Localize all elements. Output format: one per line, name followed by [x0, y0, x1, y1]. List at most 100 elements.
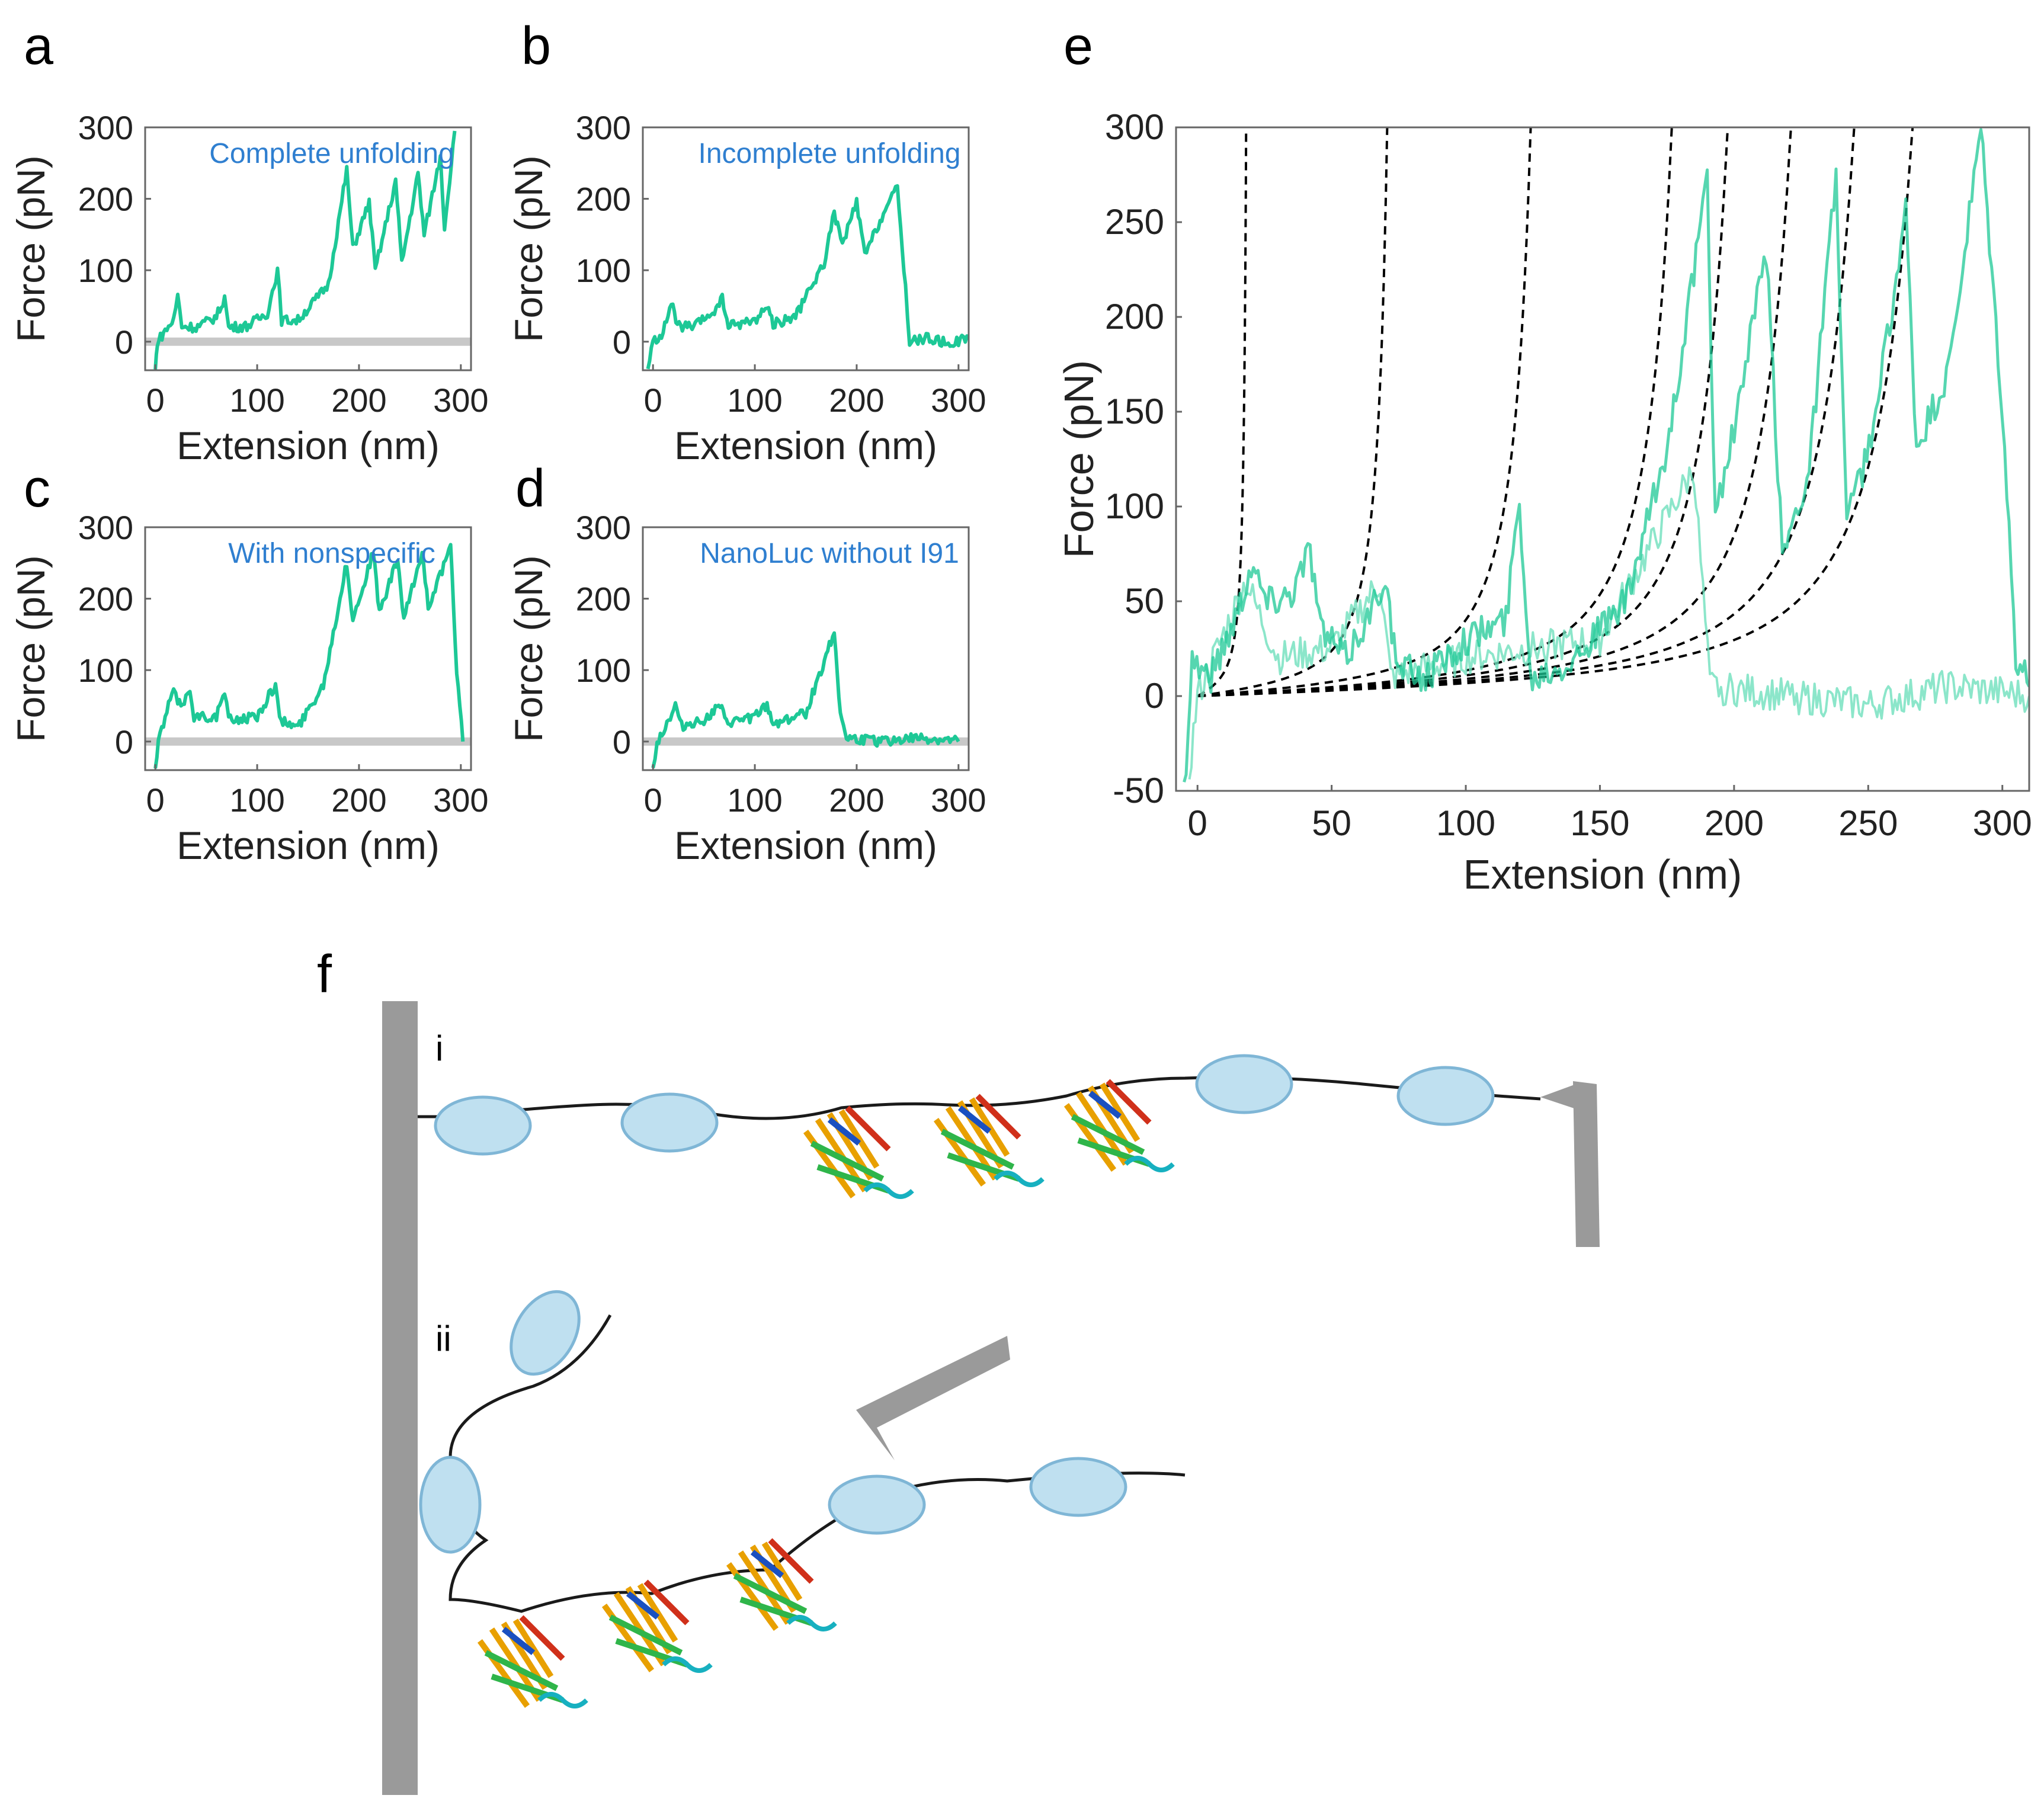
x-axis-label: Extension (nm)	[177, 424, 440, 467]
plot-frame	[642, 526, 970, 771]
x-tick-label: 300	[931, 382, 986, 419]
nanoluc-domain-icon	[1063, 1079, 1175, 1172]
y-tick-label: 300	[1105, 107, 1164, 147]
wlc-fit-curve	[1197, 127, 1729, 697]
wlc-fit-curve	[1197, 127, 1914, 697]
wlc-fit-curve	[1197, 127, 1856, 697]
i91-domain-icon	[434, 1095, 532, 1156]
x-tick-label: 50	[1312, 803, 1351, 843]
force-trace-secondary	[1188, 466, 2029, 780]
x-tick-label: 0	[644, 382, 662, 419]
panel-letter-b: b	[521, 17, 551, 76]
chart-d: 0 100 200 300 0 100 200 300 Extension (nm) Force …	[507, 509, 986, 867]
force-trace	[651, 631, 960, 768]
chart-b: 0 100 200 300 0 100 200 300 Extension (nm) Force …	[507, 109, 986, 467]
force-trace	[646, 184, 969, 370]
label-i: i	[435, 1028, 443, 1068]
plot-frame	[642, 126, 970, 371]
cantilever-ii	[856, 1336, 1010, 1460]
y-tick-label: 0	[613, 323, 631, 361]
y-tick-label: 300	[78, 109, 133, 146]
panel-annotation: NanoLuc without I91	[700, 538, 959, 569]
x-tick-label: 300	[931, 781, 986, 819]
i91-domain-icon	[1029, 1457, 1127, 1517]
y-tick-label: 200	[78, 181, 133, 218]
x-tick-label: 0	[146, 781, 165, 819]
x-tick-label: 150	[1570, 803, 1629, 843]
y-tick-label: 200	[78, 581, 133, 618]
x-tick-label: 250	[1838, 803, 1898, 843]
y-tick-label: 150	[1105, 392, 1164, 431]
y-tick-label: 0	[613, 723, 631, 761]
y-tick-label: 0	[1145, 676, 1164, 716]
x-tick-label: 200	[829, 382, 884, 419]
nanoluc-domain-group-i	[803, 1079, 1175, 1199]
y-tick-label: 100	[576, 652, 631, 689]
plot-frame	[144, 526, 472, 771]
y-tick-label: 0	[115, 323, 133, 361]
wlc-fit-curve	[1197, 127, 1673, 697]
nanoluc-domain-icon	[601, 1579, 713, 1673]
chart-e: 0 50 100 150 200 250 300 -50 0 50 100 150 200 250 300 E…	[1056, 107, 2032, 897]
i91-domain-icon	[828, 1474, 926, 1535]
y-tick-label: 50	[1124, 581, 1164, 621]
plot-frame	[144, 126, 472, 371]
x-tick-label: 100	[1436, 803, 1495, 843]
nanoluc-domain-icon	[477, 1615, 588, 1708]
nanoluc-domain-icon	[803, 1105, 914, 1199]
y-tick-label: 100	[78, 652, 133, 689]
x-tick-label: 200	[1705, 803, 1764, 843]
y-axis-label: Force (pN)	[507, 155, 550, 342]
y-tick-label: 250	[1105, 202, 1164, 242]
i91-domain-icon	[1396, 1066, 1495, 1126]
x-tick-label: 100	[229, 382, 284, 419]
plot-frame	[1175, 126, 2030, 792]
y-tick-label: 100	[1105, 486, 1164, 526]
i91-domain-group-i	[434, 1054, 1495, 1156]
schematic-f: i ii	[382, 1001, 1600, 1795]
x-tick-label: 200	[829, 781, 884, 819]
i91-domain-icon	[419, 1456, 482, 1554]
x-axis-label: Extension (nm)	[1463, 851, 1742, 897]
x-tick-label: 100	[229, 781, 284, 819]
zero-baseline	[145, 337, 471, 346]
substrate-surface	[382, 1001, 418, 1795]
i91-domain-icon	[1195, 1054, 1293, 1114]
x-axis-label: Extension (nm)	[674, 424, 937, 467]
force-trace	[1183, 128, 2029, 783]
y-tick-label: 300	[576, 109, 631, 146]
y-axis-label: Force (pN)	[9, 555, 53, 742]
y-axis-label: Force (pN)	[507, 555, 550, 742]
x-axis-label: Extension (nm)	[177, 823, 440, 867]
panel-letter-e: e	[1063, 17, 1093, 76]
x-tick-label: 0	[146, 382, 165, 419]
chart-c: 0 100 200 300 0 100 200 300 Extension (nm) Force …	[9, 509, 489, 867]
x-tick-label: 100	[727, 382, 782, 419]
x-axis-label: Extension (nm)	[674, 823, 937, 867]
x-tick-label: 300	[1973, 803, 2032, 843]
y-tick-label: 300	[78, 509, 133, 546]
x-tick-label: 0	[1188, 803, 1207, 843]
x-tick-label: 0	[644, 781, 662, 819]
nanoluc-domain-icon	[726, 1538, 837, 1631]
y-axis-label: Force (pN)	[1056, 360, 1102, 558]
force-trace	[153, 130, 457, 370]
panel-annotation: Incomplete unfolding	[699, 138, 961, 169]
x-tick-label: 300	[433, 382, 488, 419]
y-tick-label: 100	[78, 252, 133, 289]
panel-letter-f: f	[317, 945, 332, 1004]
y-tick-label: 100	[576, 252, 631, 289]
polyprotein-chain-ii	[448, 1314, 1186, 1613]
y-tick-label: -50	[1113, 771, 1164, 810]
panel-annotation: Complete unfolding	[209, 138, 454, 169]
label-ii: ii	[435, 1319, 451, 1358]
x-tick-label: 200	[331, 781, 386, 819]
x-tick-label: 200	[331, 382, 386, 419]
x-tick-label: 100	[727, 781, 782, 819]
x-tick-label: 300	[433, 781, 488, 819]
cantilever-tip-i	[1540, 1084, 1576, 1109]
y-tick-label: 0	[115, 723, 133, 761]
i91-domain-icon	[620, 1092, 719, 1153]
zero-baseline	[145, 737, 471, 746]
